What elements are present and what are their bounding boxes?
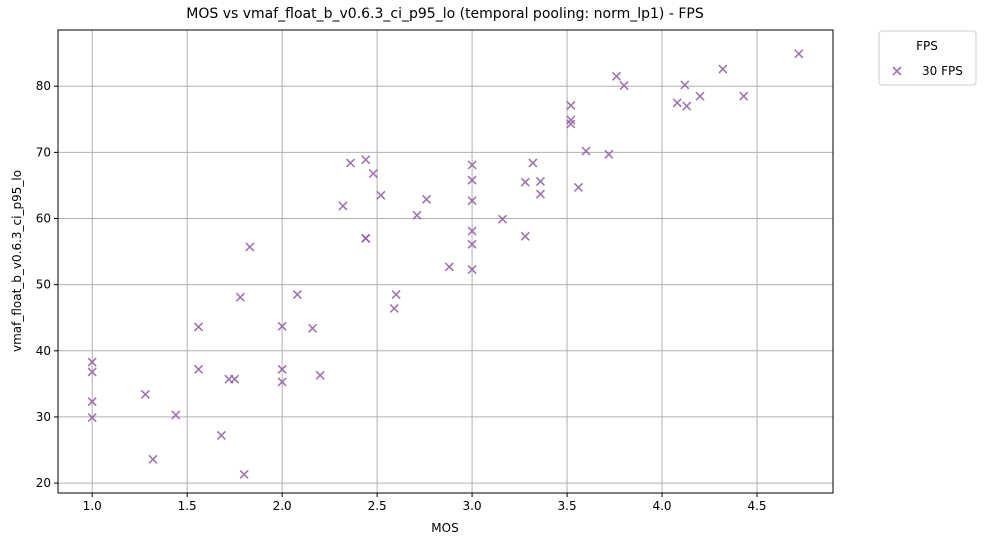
data-point <box>148 454 158 464</box>
y-axis-ticks: 20 30 40 50 60 70 80 <box>36 79 58 490</box>
y-tick-label: 50 <box>36 278 51 292</box>
data-point <box>566 119 576 129</box>
data-point <box>389 303 399 314</box>
data-point <box>467 196 477 206</box>
data-point <box>604 149 614 159</box>
data-point <box>672 98 682 108</box>
y-tick-label: 80 <box>36 79 51 93</box>
x-tick-label: 4.5 <box>747 499 766 513</box>
data-point <box>520 177 530 187</box>
data-point <box>467 175 477 185</box>
data-point <box>739 91 749 101</box>
x-axis-ticks: 1.0 1.5 2.0 2.5 3.0 3.5 4.0 4.5 <box>83 493 767 513</box>
legend: FPS 30 FPS <box>878 30 977 86</box>
y-tick-label: 30 <box>36 410 51 424</box>
x-axis-label: MOS <box>431 521 458 535</box>
x-tick-label: 1.0 <box>83 499 102 513</box>
y-axis-label: vmaf_float_b_v0.6.3_ci_p95_lo <box>10 170 24 352</box>
data-point <box>497 214 508 224</box>
data-point <box>695 91 705 101</box>
y-tick-label: 40 <box>36 344 51 358</box>
y-tick-label: 20 <box>36 476 51 490</box>
data-point <box>87 397 97 407</box>
data-point <box>277 377 287 387</box>
data-point <box>619 80 629 91</box>
data-point <box>338 201 348 211</box>
data-point <box>682 101 692 111</box>
legend-box <box>878 30 977 86</box>
data-point <box>391 290 401 300</box>
x-tick-label: 2.5 <box>368 499 387 513</box>
data-point <box>520 231 530 241</box>
data-point <box>235 292 245 302</box>
data-point <box>87 357 97 367</box>
data-point <box>239 469 249 480</box>
legend-marker-30-fps <box>892 66 902 76</box>
data-point <box>140 389 150 400</box>
data-point <box>193 364 204 374</box>
data-point <box>277 364 287 374</box>
data-point <box>171 410 181 420</box>
data-point <box>581 146 591 156</box>
data-point <box>794 49 804 59</box>
data-point <box>292 290 302 300</box>
y-tick-label: 70 <box>36 145 51 159</box>
x-tick-label: 4.0 <box>652 499 671 513</box>
data-point <box>467 239 477 249</box>
legend-title: FPS <box>916 39 938 53</box>
data-point <box>467 264 477 275</box>
data-points <box>87 49 804 480</box>
plot-frame <box>57 29 834 494</box>
legend-marker-icon <box>892 66 902 76</box>
data-point <box>87 367 97 377</box>
data-point <box>277 321 287 331</box>
data-point <box>467 160 477 170</box>
data-point <box>566 115 576 125</box>
data-point <box>421 194 432 204</box>
data-point <box>718 64 728 74</box>
y-tick-label: 60 <box>36 212 51 226</box>
data-point <box>245 242 255 252</box>
x-tick-label: 2.0 <box>273 499 292 513</box>
data-point <box>368 168 378 179</box>
data-point <box>361 155 371 165</box>
data-point <box>345 158 356 168</box>
data-point <box>573 182 584 192</box>
chart-title: MOS vs vmaf_float_b_v0.6.3_ci_p95_lo (te… <box>186 6 704 22</box>
data-point <box>535 176 546 187</box>
x-tick-label: 1.5 <box>178 499 197 513</box>
x-tick-label: 3.5 <box>558 499 577 513</box>
data-point <box>307 323 318 333</box>
x-tick-label: 3.0 <box>463 499 482 513</box>
data-point <box>444 262 454 272</box>
legend-entry-30-fps: 30 FPS <box>922 64 963 78</box>
data-point <box>467 226 477 236</box>
grid-lines <box>58 30 833 493</box>
data-point <box>216 430 226 441</box>
data-point <box>680 80 690 90</box>
data-point <box>535 189 546 199</box>
data-point <box>566 100 576 110</box>
data-point <box>412 210 422 220</box>
data-point <box>611 71 622 81</box>
data-point <box>361 233 371 243</box>
data-point <box>230 374 240 384</box>
data-point <box>376 190 386 200</box>
data-point <box>193 322 204 332</box>
data-point <box>528 158 538 168</box>
data-point <box>87 413 97 423</box>
data-point <box>315 370 325 380</box>
